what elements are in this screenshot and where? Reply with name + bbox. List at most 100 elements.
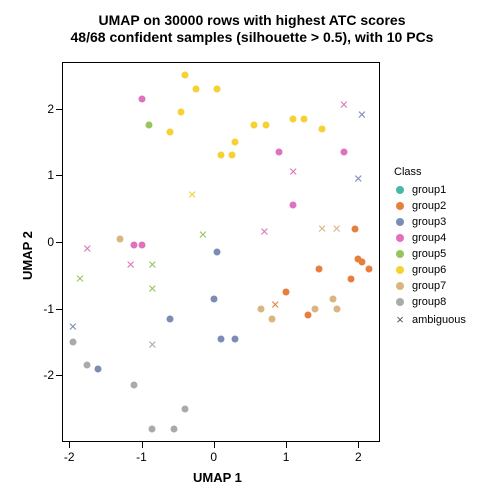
legend-label: group4 [412, 232, 446, 244]
legend-item: group5 [394, 248, 446, 260]
y-axis-label: UMAP 2 [20, 231, 35, 280]
title-line-2: 48/68 confident samples (silhouette > 0.… [0, 29, 504, 46]
data-point-ambiguous: × [83, 241, 92, 256]
data-point [149, 425, 156, 432]
data-point [366, 265, 373, 272]
legend-title: Class [394, 166, 422, 178]
data-point [95, 365, 102, 372]
legend-swatch [396, 250, 404, 258]
legend-item: group1 [394, 184, 446, 196]
y-tick-label: 0 [36, 235, 54, 249]
data-point [330, 295, 337, 302]
data-point-ambiguous: × [271, 298, 280, 313]
legend-swatch-x: × [394, 312, 406, 327]
data-point [275, 149, 282, 156]
x-tick [69, 442, 70, 448]
data-point [167, 129, 174, 136]
chart-title: UMAP on 30000 rows with highest ATC scor… [0, 12, 504, 46]
data-point-ambiguous: × [332, 221, 341, 236]
data-point [250, 122, 257, 129]
data-point [262, 122, 269, 129]
x-axis-label: UMAP 1 [193, 470, 242, 485]
data-point-ambiguous: × [68, 320, 77, 335]
x-tick [358, 442, 359, 448]
x-tick-label: -2 [64, 450, 75, 464]
data-point [232, 139, 239, 146]
legend-swatch [396, 186, 404, 194]
data-point [171, 425, 178, 432]
data-point [192, 85, 199, 92]
y-tick [56, 109, 62, 110]
y-tick-label: -1 [36, 302, 54, 316]
data-point [268, 315, 275, 322]
data-point [145, 122, 152, 129]
legend-swatch [396, 218, 404, 226]
y-tick [56, 309, 62, 310]
data-point-ambiguous: × [289, 165, 298, 180]
y-tick [56, 242, 62, 243]
legend-swatch [396, 298, 404, 306]
legend-label: group7 [412, 280, 446, 292]
data-point-ambiguous: × [188, 188, 197, 203]
data-point [178, 109, 185, 116]
data-point [218, 152, 225, 159]
data-point [290, 115, 297, 122]
data-point [131, 242, 138, 249]
data-point-ambiguous: × [126, 258, 135, 273]
legend-item: group6 [394, 264, 446, 276]
data-point-ambiguous: × [148, 258, 157, 273]
legend-label: group3 [412, 216, 446, 228]
x-tick-label: -1 [136, 450, 147, 464]
legend-label: group8 [412, 296, 446, 308]
legend-item: group7 [394, 280, 446, 292]
legend-label: ambiguous [412, 314, 466, 326]
data-point [311, 305, 318, 312]
data-point [116, 235, 123, 242]
legend-label: group6 [412, 264, 446, 276]
data-point-ambiguous: × [148, 281, 157, 296]
y-tick-label: -2 [36, 368, 54, 382]
data-point [319, 125, 326, 132]
x-tick-label: 2 [355, 450, 362, 464]
legend-item: group2 [394, 200, 446, 212]
data-point-ambiguous: × [358, 108, 367, 123]
data-point [131, 382, 138, 389]
data-point [214, 249, 221, 256]
y-tick-label: 2 [36, 102, 54, 116]
data-point-ambiguous: × [148, 338, 157, 353]
data-point [358, 259, 365, 266]
data-point [315, 265, 322, 272]
legend-swatch [396, 282, 404, 290]
data-point-ambiguous: × [318, 221, 327, 236]
data-point [84, 362, 91, 369]
data-point [214, 85, 221, 92]
legend-item: group3 [394, 216, 446, 228]
legend-item: × ambiguous [394, 312, 466, 327]
data-point [228, 152, 235, 159]
title-line-1: UMAP on 30000 rows with highest ATC scor… [0, 12, 504, 29]
data-point [232, 335, 239, 342]
data-point-ambiguous: × [339, 98, 348, 113]
x-tick-label: 0 [210, 450, 217, 464]
y-tick [56, 175, 62, 176]
data-point [181, 72, 188, 79]
data-point [138, 95, 145, 102]
legend-item: group4 [394, 232, 446, 244]
legend-item: group8 [394, 296, 446, 308]
legend-swatch [396, 266, 404, 274]
data-point [348, 275, 355, 282]
x-tick-label: 1 [283, 450, 290, 464]
data-point [340, 149, 347, 156]
data-point-ambiguous: × [354, 171, 363, 186]
legend-swatch [396, 234, 404, 242]
legend-label: group2 [412, 200, 446, 212]
x-tick [214, 442, 215, 448]
data-point [304, 312, 311, 319]
data-point [210, 295, 217, 302]
plot-area [62, 62, 380, 442]
chart-container: { "chart":{ "type":"scatter", "title_lin… [0, 0, 504, 504]
data-point [181, 405, 188, 412]
data-point [69, 339, 76, 346]
data-point [218, 335, 225, 342]
legend-label: group1 [412, 184, 446, 196]
